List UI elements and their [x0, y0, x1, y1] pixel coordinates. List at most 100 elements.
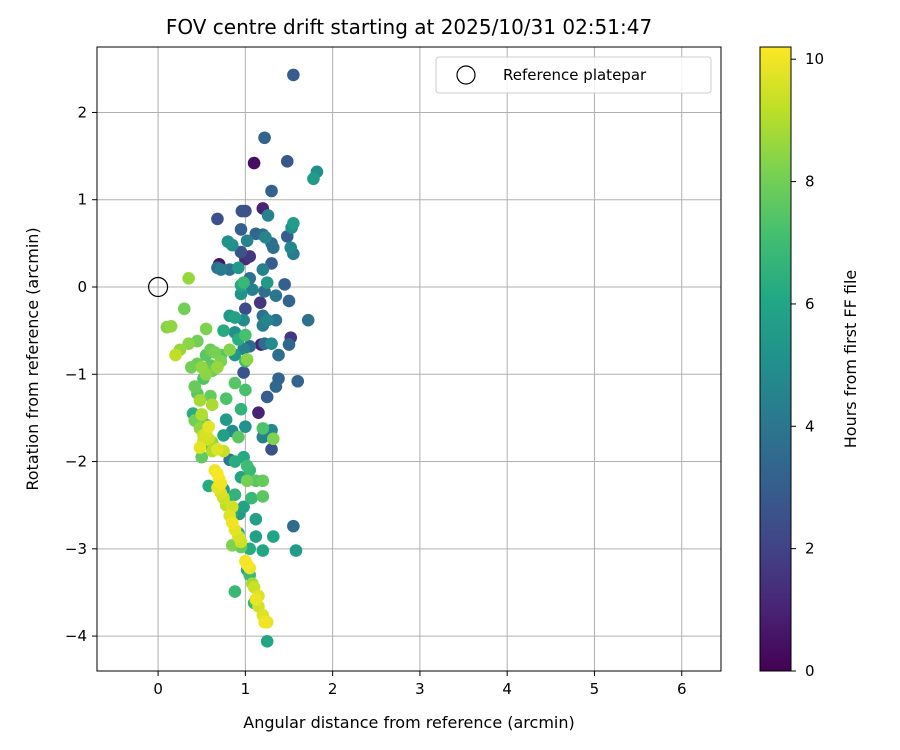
data-point: [211, 443, 224, 456]
data-point: [284, 241, 298, 255]
y-tick-label: −1: [65, 365, 87, 383]
colorbar-tick-label: 2: [805, 540, 815, 558]
data-point: [223, 343, 236, 357]
data-point: [234, 245, 248, 259]
data-point: [228, 585, 242, 598]
colorbar-tick-label: 0: [805, 662, 815, 680]
data-point: [219, 413, 233, 426]
y-tick-label: −2: [65, 453, 87, 471]
legend-entry-reference: Reference platepar: [503, 66, 647, 84]
x-tick-label: 5: [590, 680, 600, 698]
data-point: [246, 283, 259, 296]
data-point: [240, 459, 254, 473]
data-point: [239, 328, 252, 342]
data-point: [307, 172, 320, 186]
data-point: [232, 430, 245, 444]
colorbar-tick-label: 4: [805, 417, 815, 435]
data-point: [193, 394, 207, 407]
data-point: [252, 406, 265, 419]
data-point: [287, 519, 300, 533]
colorbar-tick-label: 6: [805, 295, 815, 313]
reference-point-marker: [147, 276, 169, 298]
colorbar-tick-label: 10: [805, 50, 824, 68]
data-points: [160, 68, 324, 648]
data-point: [258, 131, 271, 145]
data-point: [249, 512, 263, 526]
data-point: [260, 390, 274, 404]
plot-frame: [96, 46, 722, 672]
reference-marker-group: [147, 276, 169, 298]
data-point: [221, 235, 235, 248]
data-point: [269, 380, 283, 393]
data-point: [237, 500, 250, 514]
data-point: [282, 338, 296, 351]
data-point: [228, 376, 242, 390]
colorbar-label: Hours from first FF file: [841, 270, 860, 449]
data-point: [239, 302, 252, 316]
data-point: [195, 360, 209, 374]
data-point: [235, 204, 249, 218]
x-tick-label: 0: [153, 680, 163, 698]
data-point: [269, 313, 283, 327]
data-point: [272, 348, 285, 362]
data-point: [228, 488, 242, 502]
data-point: [237, 276, 250, 289]
y-tick-label: −4: [65, 627, 87, 645]
y-tick-label: 0: [77, 278, 87, 296]
data-point: [234, 287, 248, 301]
y-tick-label: 2: [77, 103, 87, 121]
data-point: [169, 348, 182, 362]
y-tick-label: −3: [65, 540, 87, 558]
data-point: [258, 615, 271, 629]
legend-box: [435, 56, 712, 94]
data-point: [193, 441, 207, 454]
data-point: [182, 337, 195, 351]
colorbar-ticks: 0 2 4 6 8 10: [791, 50, 824, 680]
data-point: [211, 360, 224, 374]
data-point: [237, 366, 250, 379]
data-point: [240, 558, 254, 571]
x-tick-label: 3: [415, 680, 425, 698]
data-point: [265, 257, 278, 270]
data-point: [240, 353, 254, 366]
data-point: [253, 296, 267, 310]
data-point: [205, 398, 219, 412]
data-point: [249, 593, 263, 606]
data-point: [237, 342, 250, 356]
data-point: [228, 455, 242, 468]
data-point: [240, 474, 254, 488]
data-point: [260, 635, 274, 648]
data-point: [177, 302, 191, 316]
data-point: [240, 234, 254, 248]
data-point: [195, 450, 209, 464]
data-point: [260, 276, 274, 289]
chart-title: FOV centre drift starting at 2025/10/31 …: [166, 15, 652, 39]
data-point: [287, 216, 300, 230]
data-point: [256, 263, 270, 276]
data-point: [239, 383, 252, 397]
data-point: [228, 311, 242, 324]
data-point: [265, 443, 278, 456]
data-point: [234, 223, 248, 236]
data-point: [195, 408, 209, 421]
colorbar-tick-label: 8: [805, 173, 815, 191]
data-point: [217, 429, 230, 442]
data-point: [261, 209, 275, 222]
data-point: [260, 313, 274, 327]
data-point: [291, 374, 305, 388]
data-point: [256, 544, 270, 557]
data-point: [266, 432, 280, 446]
data-point: [259, 230, 272, 244]
data-point: [301, 313, 315, 327]
axis-ticks: 0 1 2 3 4 5 6 −4 −3 −2 −1 0 1 2: [65, 103, 687, 698]
data-point: [199, 322, 213, 336]
data-point: [280, 155, 294, 168]
x-tick-label: 1: [241, 680, 251, 698]
x-tick-label: 6: [677, 680, 687, 698]
data-point: [278, 278, 291, 291]
data-point: [289, 544, 303, 557]
data-point: [182, 271, 195, 285]
data-point: [214, 263, 228, 276]
data-point: [217, 324, 230, 337]
